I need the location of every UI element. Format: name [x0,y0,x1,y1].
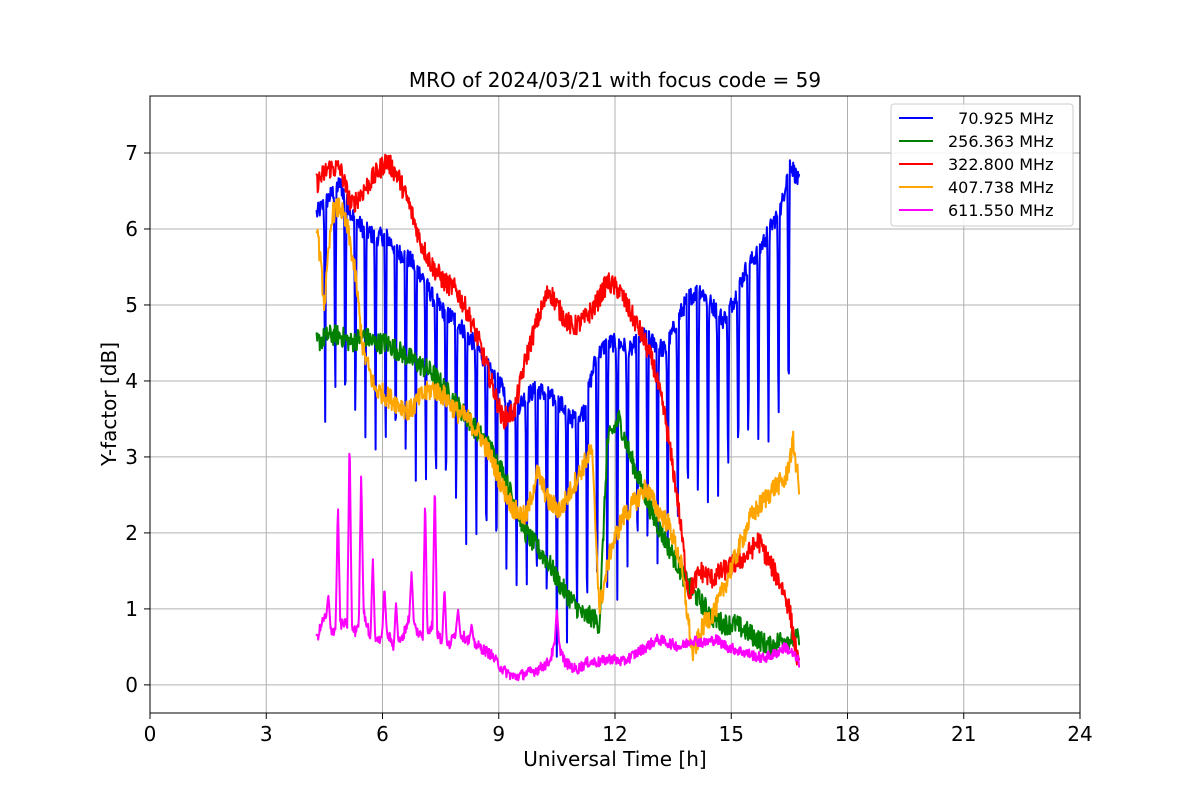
y-tick-label: 1 [125,597,138,621]
legend-label: 611.550 MHz [948,201,1053,220]
y-tick-label: 3 [125,445,138,469]
series-line [315,153,801,666]
x-tick-label: 15 [719,722,744,746]
x-tick-label: 21 [951,722,976,746]
y-axis-label: Y-factor [dB] [97,342,121,467]
x-tick-label: 18 [835,722,860,746]
x-tick-label: 6 [376,722,389,746]
x-tick-label: 9 [492,722,505,746]
legend: 70.925 MHz 256.363 MHz 322.800 MHz 407.738 … [890,103,1074,227]
grid [149,96,1081,713]
series-line [315,324,801,658]
series-line [315,452,801,682]
legend-box [890,103,1074,227]
x-axis-label: Universal Time [h] [523,747,706,771]
x-tick-label: 12 [602,722,627,746]
x-tick-label: 0 [144,722,157,746]
x-tick-label: 24 [1067,722,1092,746]
series-line [315,159,801,658]
series-group [315,153,801,682]
chart-title: MRO of 2024/03/21 with focus code = 59 [409,68,821,92]
series-line [315,197,801,662]
y-tick-label: 4 [125,369,138,393]
x-tick-label: 3 [260,722,273,746]
y-tick-label: 7 [125,141,138,165]
y-tick-label: 6 [125,217,138,241]
legend-label: 70.925 MHz [948,109,1053,128]
legend-label: 256.363 MHz [948,132,1053,151]
y-tick-label: 0 [125,673,138,697]
y-tick-label: 5 [125,293,138,317]
legend-label: 322.800 MHz [948,155,1053,174]
legend-label: 407.738 MHz [948,178,1053,197]
y-tick-label: 2 [125,521,138,545]
